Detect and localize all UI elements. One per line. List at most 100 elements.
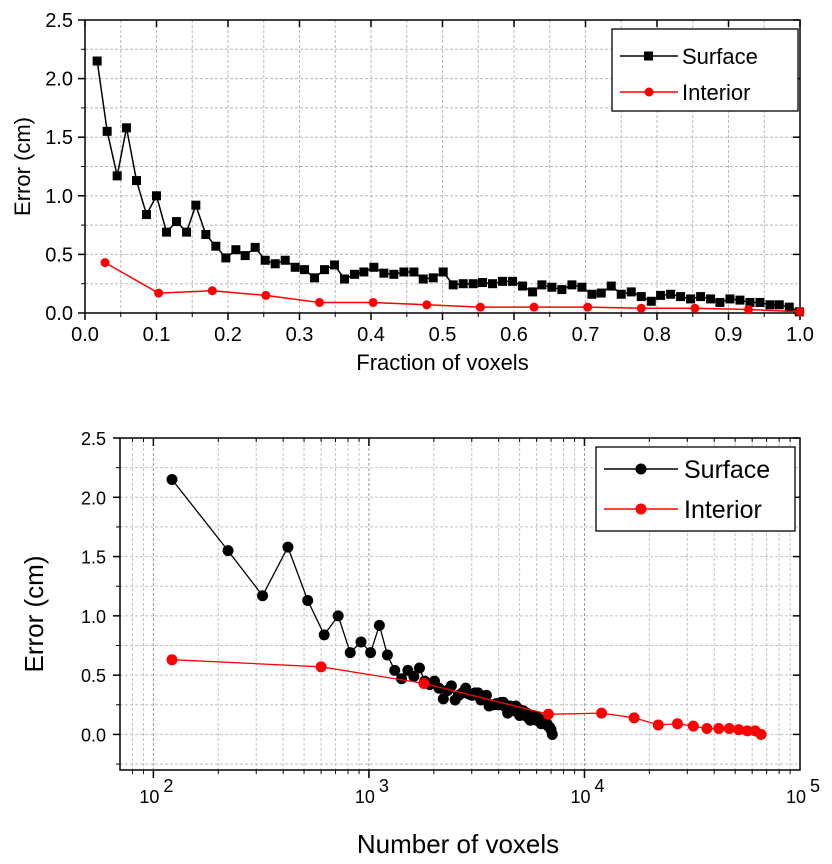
- top-surface-point: [379, 268, 389, 278]
- top-surface-point: [528, 287, 538, 297]
- bottom-surface-point: [389, 664, 401, 676]
- bottom-legend-box: [595, 446, 796, 532]
- bottom-legend-marker-surface: [635, 463, 647, 475]
- top-surface-point: [557, 285, 567, 295]
- bottom-surface-point: [166, 474, 178, 485]
- top-legend-label-surface: Surface: [682, 44, 758, 69]
- top-surface-point: [102, 126, 112, 136]
- top-surface-point: [112, 171, 122, 181]
- bottom-interior-point: [755, 728, 767, 740]
- top-surface-point: [755, 297, 765, 307]
- top-surface-point: [240, 251, 250, 261]
- top-x-tick-label: 0.5: [429, 324, 457, 346]
- bottom-y-tick-label: 1.5: [81, 548, 106, 568]
- top-interior-point: [315, 297, 325, 307]
- top-interior-point: [636, 303, 646, 313]
- top-surface-point: [270, 259, 280, 269]
- bottom-interior-point: [166, 654, 178, 666]
- top-surface-point: [646, 296, 656, 306]
- top-y-tick-label: 0.5: [45, 244, 73, 266]
- top-surface-point: [121, 123, 131, 133]
- top-surface-point: [626, 287, 636, 297]
- bottom-interior-point: [687, 720, 699, 732]
- bottom-surface-point: [365, 647, 377, 659]
- top-surface-point: [350, 269, 360, 279]
- top-legend-marker-interior: [644, 87, 654, 97]
- top-surface-point: [596, 288, 606, 298]
- top-surface-point: [725, 294, 735, 304]
- top-series-line-interior: [104, 261, 801, 313]
- top-legend-label-interior: Interior: [682, 80, 750, 105]
- top-surface-point: [468, 279, 478, 289]
- top-surface-point: [300, 265, 310, 275]
- top-surface-point: [310, 273, 320, 283]
- top-surface-point: [765, 300, 775, 310]
- bottom-surface-point: [318, 629, 330, 641]
- bottom-interior-point: [596, 707, 608, 719]
- top-y-axis-title: Error (cm): [10, 117, 35, 216]
- top-surface-point: [438, 267, 448, 277]
- top-x-tick-label: 0.8: [643, 324, 671, 346]
- top-x-tick-label: 0.6: [500, 324, 528, 346]
- top-surface-point: [478, 278, 488, 288]
- top-surface-point: [537, 280, 547, 290]
- bottom-plot-frame: [119, 437, 801, 771]
- bottom-interior-point: [701, 723, 713, 734]
- bottom-interior-point: [542, 708, 554, 720]
- top-surface-point: [686, 294, 696, 304]
- top-interior-point: [795, 307, 805, 317]
- top-surface-point: [172, 217, 182, 227]
- top-surface-point: [182, 227, 192, 237]
- top-surface-point: [369, 262, 379, 272]
- top-surface-point: [715, 297, 725, 307]
- bottom-interior-point: [733, 724, 745, 736]
- top-x-tick-label: 0.3: [286, 324, 314, 346]
- top-y-tick-label: 0.0: [45, 303, 73, 325]
- top-surface-point: [784, 302, 794, 312]
- bottom-surface-point: [437, 693, 449, 705]
- bottom-y-tick-label: 0.0: [81, 725, 106, 745]
- top-y-tick-label: 1.0: [45, 186, 73, 208]
- bottom-surface-point: [257, 590, 269, 602]
- bottom-x-tick-label: 10: [139, 787, 159, 807]
- top-surface-point: [221, 253, 231, 263]
- bottom-legend-marker-interior: [635, 503, 647, 515]
- top-interior-point: [475, 302, 485, 312]
- top-x-tick-label: 0.1: [143, 324, 171, 346]
- top-surface-point: [706, 294, 716, 304]
- bottom-surface-point: [222, 545, 234, 557]
- bottom-y-tick-label: 1.0: [81, 607, 106, 627]
- top-interior-point: [261, 290, 271, 300]
- top-legend-marker-surface: [644, 51, 653, 61]
- bottom-y-axis-title: Error (cm): [19, 556, 49, 673]
- top-surface-point: [488, 279, 498, 289]
- top-surface-point: [774, 300, 784, 310]
- top-interior-point: [207, 286, 217, 296]
- bottom-y-tick-label: 2.5: [81, 429, 106, 449]
- bottom-interior-point: [652, 719, 664, 731]
- top-surface-point: [577, 282, 587, 292]
- top-surface-point: [745, 297, 755, 307]
- top-surface-point: [508, 276, 518, 286]
- bottom-x-tick-exponent: 3: [379, 776, 389, 796]
- top-surface-point: [340, 274, 350, 284]
- top-legend-box: [611, 28, 799, 112]
- top-surface-point: [666, 289, 676, 299]
- top-surface-point: [567, 280, 577, 290]
- bottom-surface-point: [433, 682, 445, 694]
- bottom-interior-point: [671, 718, 683, 730]
- top-surface-point: [448, 280, 458, 290]
- bottom-surface-point: [373, 619, 385, 631]
- bottom-surface-point: [546, 728, 558, 740]
- top-interior-point: [422, 300, 432, 310]
- top-y-tick-label: 2.5: [45, 10, 73, 32]
- top-surface-point: [191, 200, 201, 210]
- bottom-x-tick-exponent: 4: [594, 776, 604, 796]
- top-x-tick-label: 1.0: [786, 324, 814, 346]
- top-surface-point: [260, 255, 270, 265]
- top-x-tick-label: 0.4: [357, 324, 385, 346]
- bottom-surface-point: [302, 594, 314, 606]
- bottom-interior-point: [628, 712, 640, 724]
- bottom-interior-point: [723, 723, 735, 734]
